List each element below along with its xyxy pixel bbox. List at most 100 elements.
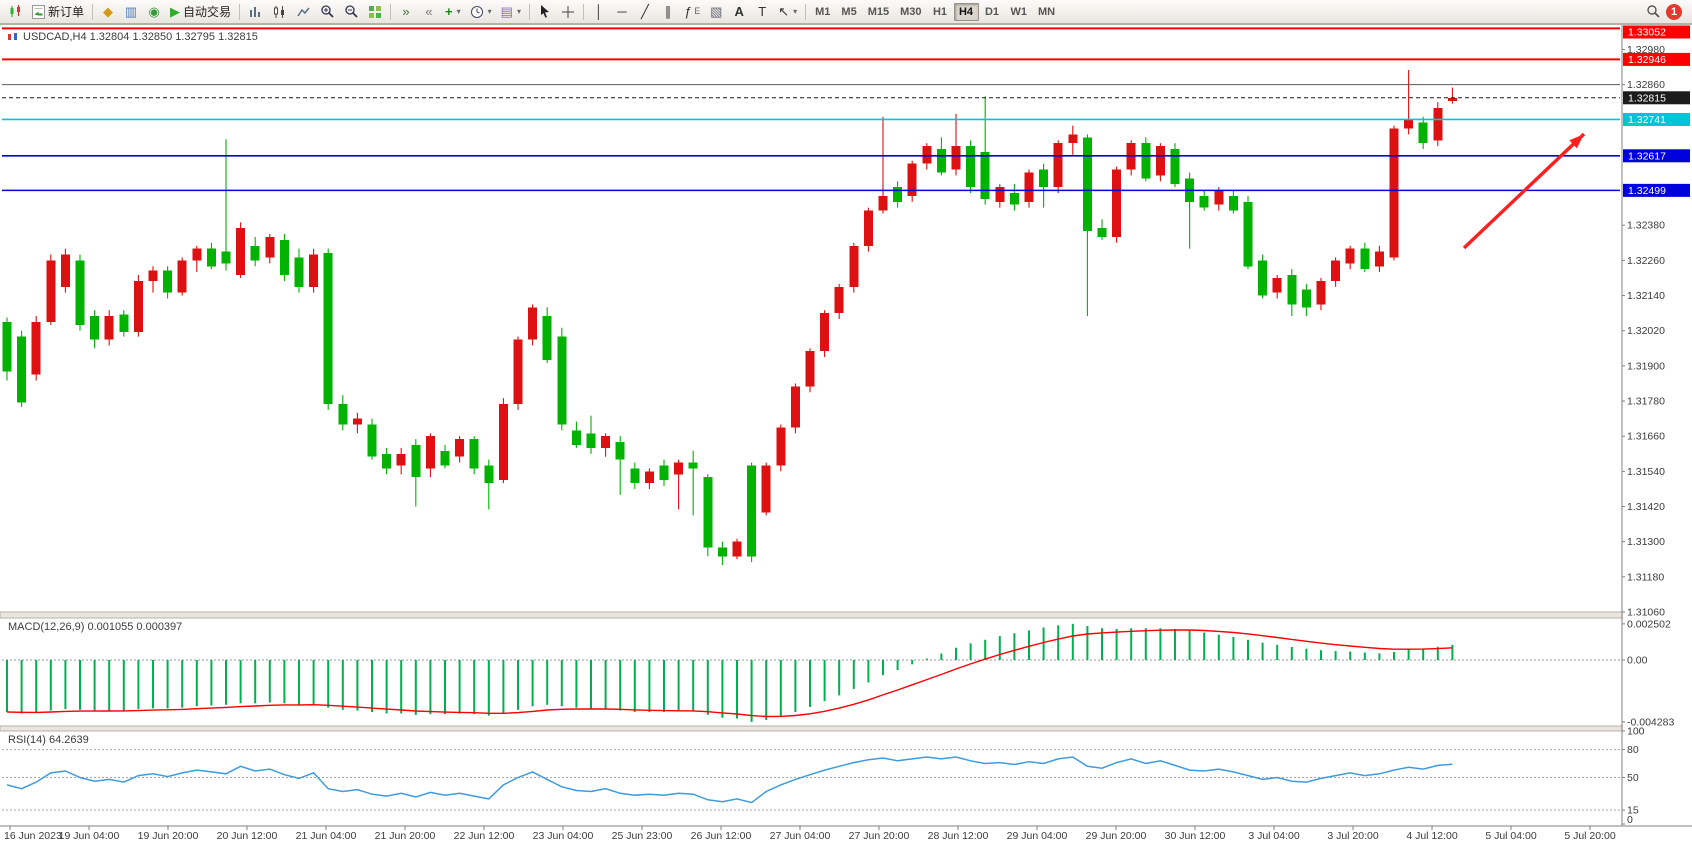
timeframe-d1-button[interactable]: D1 — [980, 3, 1005, 21]
label-button[interactable]: T — [751, 2, 773, 22]
price-tag-label: 1.32617 — [1628, 150, 1666, 162]
timeframe-m30-button[interactable]: M30 — [895, 3, 926, 21]
zoom-in-button[interactable] — [316, 2, 339, 22]
shapes-button[interactable]: ▧ — [705, 2, 727, 22]
line-chart-button[interactable] — [292, 2, 315, 22]
bull-candle — [601, 436, 611, 448]
indicators-icon: + — [445, 4, 453, 19]
time-label: 20 Jun 12:00 — [217, 830, 278, 842]
bear-candle — [1243, 201, 1253, 267]
vertical-line-button[interactable]: │ — [588, 2, 610, 22]
channel-button[interactable]: ∥ — [657, 2, 679, 22]
templates-button[interactable]: ▤ ▾ — [497, 2, 525, 22]
timeframe-m5-button[interactable]: M5 — [836, 3, 861, 21]
bull-candle — [776, 427, 786, 466]
price-axis[interactable] — [1623, 24, 1692, 826]
bull-candle — [878, 195, 888, 211]
bull-candle — [834, 286, 844, 314]
bar-chart-button[interactable] — [244, 2, 267, 22]
bear-candle — [980, 151, 990, 199]
bull-candle — [1272, 277, 1282, 293]
autotrading-button[interactable]: ▶ 自动交易 — [166, 2, 235, 22]
chevron-down-icon: ▾ — [793, 7, 798, 16]
chart-title: USDCAD,H4 1.32804 1.32850 1.32795 1.3281… — [7, 31, 258, 43]
time-label: 3 Jul 20:00 — [1327, 830, 1379, 842]
time-label: 27 Jun 20:00 — [849, 830, 910, 842]
horizontal-line-button[interactable]: ─ — [611, 2, 633, 22]
new-order-button[interactable]: 新订单 — [28, 2, 88, 22]
time-label: 19 Jun 04:00 — [59, 830, 120, 842]
fibonacci-icon: ƒ — [683, 4, 692, 19]
bear-candle — [893, 187, 903, 202]
chevron-down-icon: ▾ — [487, 7, 492, 16]
bear-candle — [163, 270, 173, 293]
bull-candle — [805, 351, 815, 387]
time-label: 29 Jun 04:00 — [1007, 830, 1068, 842]
bull-candle — [1024, 172, 1034, 202]
panel-separator[interactable] — [0, 725, 1692, 732]
crosshair-button[interactable] — [557, 2, 579, 22]
shapes-icon: ▧ — [710, 4, 723, 19]
timeframe-h4-button[interactable]: H4 — [953, 2, 979, 21]
search-button[interactable] — [1642, 2, 1665, 22]
bear-candle — [688, 462, 698, 469]
bull-candle — [849, 245, 859, 287]
indicators-button[interactable]: + ▾ — [441, 2, 465, 22]
text-button[interactable]: A — [728, 2, 750, 22]
time-label: 28 Jun 12:00 — [928, 830, 989, 842]
trend-arrow[interactable] — [1462, 132, 1586, 250]
bull-candle — [1316, 280, 1326, 305]
bull-candle — [104, 316, 114, 340]
main-toolbar: 新订单 ◆ ▥ ◉ ▶ 自动交易 — [0, 0, 1692, 24]
timeframe-mn-button[interactable]: MN — [1033, 3, 1060, 21]
navigator-button[interactable]: ◉ — [143, 2, 165, 22]
bull-candle — [133, 280, 143, 333]
bear-candle — [1418, 122, 1428, 144]
data-window-button[interactable]: ▥ — [120, 2, 142, 22]
bull-candle — [192, 248, 202, 261]
market-watch-button[interactable]: ◆ — [97, 2, 119, 22]
label-icon: T — [758, 4, 767, 19]
price-tag-label: 1.32741 — [1628, 114, 1666, 126]
time-label: 5 Jul 20:00 — [1564, 830, 1616, 842]
toolbar-separator — [92, 3, 94, 20]
trendline-button[interactable]: ╱ — [634, 2, 656, 22]
time-axis[interactable] — [0, 827, 1692, 848]
cursor-icon — [540, 5, 549, 18]
panel-separator[interactable] — [0, 611, 1692, 619]
bear-candle — [382, 453, 392, 469]
price-tick-label: 1.31180 — [1627, 571, 1664, 583]
bull-candle — [396, 453, 406, 466]
bear-candle — [1039, 169, 1049, 188]
tile-windows-icon — [369, 5, 382, 18]
notification-badge[interactable]: 1 — [1666, 3, 1682, 20]
timeframe-m1-button[interactable]: M1 — [810, 3, 835, 21]
rsi-label: RSI(14) 64.2639 — [8, 734, 89, 746]
timeframe-m15-button[interactable]: M15 — [863, 3, 894, 21]
new-chart-button[interactable] — [4, 2, 27, 22]
candle-chart-button[interactable] — [268, 2, 291, 22]
cursor-button[interactable] — [534, 2, 556, 22]
arrow-head-icon — [1569, 134, 1584, 149]
data-window-icon: ▥ — [124, 4, 138, 19]
bear-candle — [1170, 149, 1180, 185]
toolbar-separator — [239, 3, 241, 20]
auto-scroll-button[interactable]: » — [395, 2, 417, 22]
price-level-tag — [1623, 183, 1690, 197]
chevron-down-icon: ▾ — [516, 7, 521, 16]
templates-icon: ▤ — [500, 4, 513, 19]
arrows-button[interactable]: ↖ ▾ — [774, 2, 801, 22]
zoom-out-button[interactable] — [340, 2, 363, 22]
bear-candle — [2, 321, 12, 372]
timeframe-h1-button[interactable]: H1 — [928, 3, 953, 21]
time-label: 4 Jul 12:00 — [1406, 830, 1458, 842]
fibonacci-levels-icon: E — [694, 6, 701, 16]
timeframe-w1-button[interactable]: W1 — [1006, 3, 1033, 21]
chart-shift-button[interactable]: « — [418, 2, 440, 22]
zoom-out-icon — [345, 5, 358, 18]
tile-windows-button[interactable] — [364, 2, 386, 22]
periods-button[interactable]: ▾ — [466, 2, 496, 22]
bull-candle — [513, 339, 523, 404]
